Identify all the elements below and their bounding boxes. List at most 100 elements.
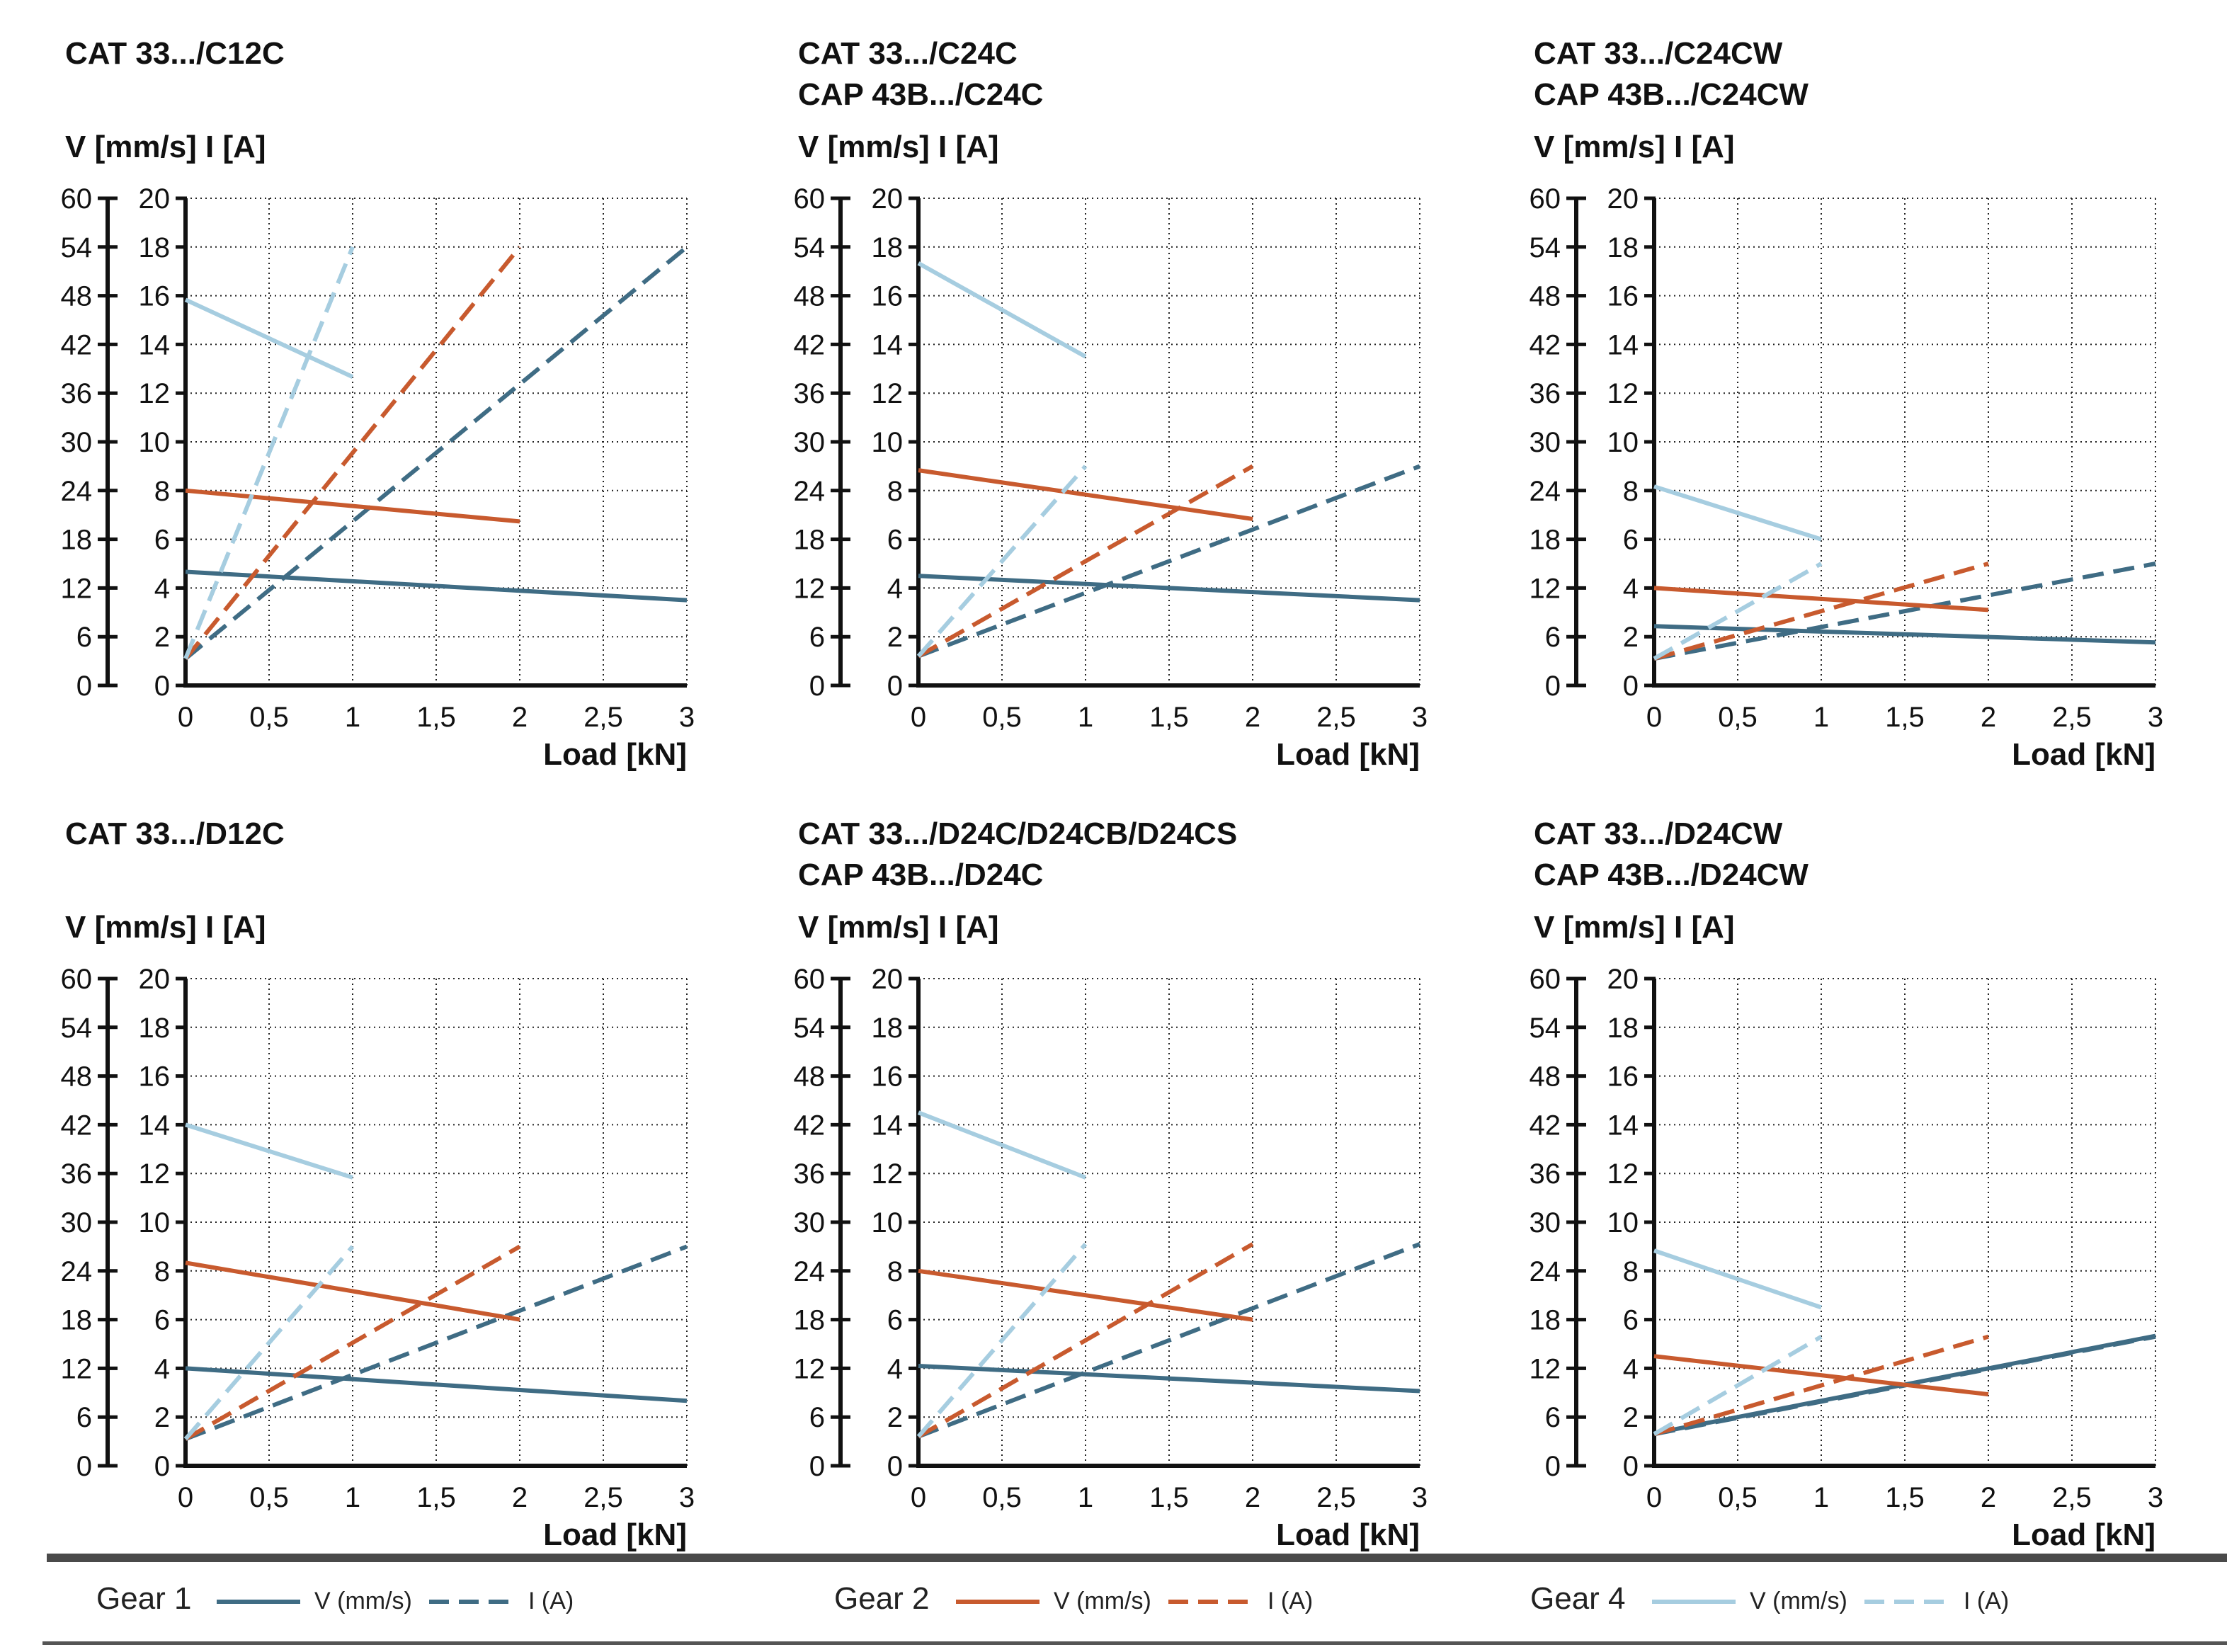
x-tick-label: 2 [512,1482,528,1513]
i-tick-label: 2 [1623,622,1639,653]
x-tick-label: 0,5 [1718,702,1758,733]
v-tick-label: 36 [1530,1158,1561,1190]
x-tick-label: 1,5 [416,1482,456,1513]
gear2-i-series-line [917,464,1254,659]
x-axis-label: Load [kN] [543,1517,687,1552]
v-tick-label: 12 [794,1353,826,1384]
x-tick-label: 0 [178,702,193,733]
i-tick-label: 8 [154,476,170,507]
y-axis-label: V [mm/s] I [A] [65,910,266,945]
v-tick-label: 36 [61,1158,93,1190]
legend-gear-label: Gear 2 [834,1581,930,1616]
chart-title: CAP 43B.../C24CW [1534,77,1809,112]
i-tick-label: 18 [872,1013,904,1044]
i-tick-label: 18 [139,232,171,263]
v-tick-label: 18 [794,525,826,556]
v-tick-label: 30 [794,1207,826,1238]
v-tick-label: 6 [809,622,825,653]
v-tick-label: 6 [76,1402,92,1433]
legend-gear-label: Gear 4 [1530,1581,1626,1616]
gear4-v-series-line [917,261,1087,359]
i-tick-label: 16 [1607,281,1639,312]
gear4-i-series-line [183,246,355,660]
i-tick-label: 16 [872,281,904,312]
i-tick-label: 4 [154,1353,170,1384]
v-tick-label: 30 [61,1207,93,1238]
v-tick-label: 0 [809,1451,825,1482]
v-tick-label: 30 [61,427,93,458]
v-tick-label: 18 [794,1305,826,1336]
gear4-v-series-line [917,1110,1087,1180]
i-tick-label: 10 [139,427,171,458]
x-tick-label: 0,5 [1718,1482,1758,1513]
i-tick-label: 4 [1623,1353,1639,1384]
v-tick-label: 60 [1530,183,1561,215]
i-tick-label: 4 [1623,573,1639,604]
legend-i-label: I (A) [1268,1588,1313,1614]
v-tick-label: 18 [61,525,93,556]
v-tick-label: 54 [61,232,93,263]
v-tick-label: 24 [61,1256,93,1287]
i-tick-label: 10 [872,427,904,458]
v-tick-label: 42 [794,329,826,360]
gear2-v-series-line [1653,1354,1989,1397]
v-tick-label: 42 [61,1110,93,1141]
i-tick-label: 10 [872,1207,904,1238]
y-axis-label: V [mm/s] I [A] [798,910,999,945]
v-tick-label: 18 [1530,1305,1561,1336]
gear1-i-series-line [184,245,688,661]
y-axis-label: V [mm/s] I [A] [798,130,999,164]
v-tick-label: 0 [809,671,825,702]
gear2-v-series-line [918,1268,1253,1322]
v-tick-label: 54 [794,1013,826,1044]
i-tick-label: 6 [887,1305,903,1336]
x-tick-label: 3 [679,702,695,733]
v-tick-label: 48 [1530,281,1561,312]
chart-title: CAP 43B.../C24C [798,77,1043,112]
i-tick-label: 14 [872,329,904,360]
x-tick-label: 0,5 [982,1482,1022,1513]
legend-v-label: V (mm/s) [314,1588,412,1614]
chart-panel-6: CAT 33.../D24CW CAP 43B.../D24CW V [mm/s] … [1530,816,2164,1552]
i-tick-label: 10 [139,1207,171,1238]
i-tick-label: 12 [139,378,171,409]
i-tick-label: 20 [1607,183,1639,215]
i-tick-label: 2 [1623,1402,1639,1433]
i-tick-label: 20 [872,183,904,215]
legend-v-label: V (mm/s) [1054,1588,1151,1614]
x-tick-label: 2,5 [2052,702,2092,733]
i-tick-label: 6 [154,525,170,556]
x-tick-label: 2,5 [583,1482,623,1513]
x-tick-label: 2,5 [1316,702,1356,733]
v-tick-label: 18 [1530,525,1561,556]
i-tick-label: 14 [1607,1110,1639,1141]
i-tick-label: 0 [1623,671,1639,702]
x-tick-label: 2,5 [583,702,623,733]
v-tick-label: 12 [794,573,826,604]
gear1-v-series-line [918,1363,1420,1394]
i-tick-label: 20 [872,964,904,995]
v-tick-label: 6 [76,622,92,653]
i-tick-label: 4 [887,1353,903,1384]
i-tick-label: 0 [154,1451,170,1482]
i-tick-label: 4 [887,573,903,604]
gear4-v-series-line [185,1122,353,1180]
v-tick-label: 30 [794,427,826,458]
i-tick-label: 0 [154,671,170,702]
i-tick-label: 18 [872,232,904,263]
y-axis-label: V [mm/s] I [A] [65,130,266,164]
x-tick-label: 1,5 [1149,702,1189,733]
v-tick-label: 6 [1545,622,1561,653]
chart-title: CAP 43B.../D24C [798,858,1043,892]
v-tick-label: 36 [794,1158,826,1190]
v-tick-label: 12 [1530,573,1561,604]
i-tick-label: 20 [1607,964,1639,995]
gear4-i-series-line [916,1242,1088,1438]
v-tick-label: 36 [794,378,826,409]
v-tick-label: 0 [76,671,92,702]
gear1-i-series-line [917,1242,1421,1439]
gear2-i-series-line [917,1242,1254,1439]
x-axis-label: Load [kN] [543,737,687,772]
v-tick-label: 48 [794,1061,826,1093]
